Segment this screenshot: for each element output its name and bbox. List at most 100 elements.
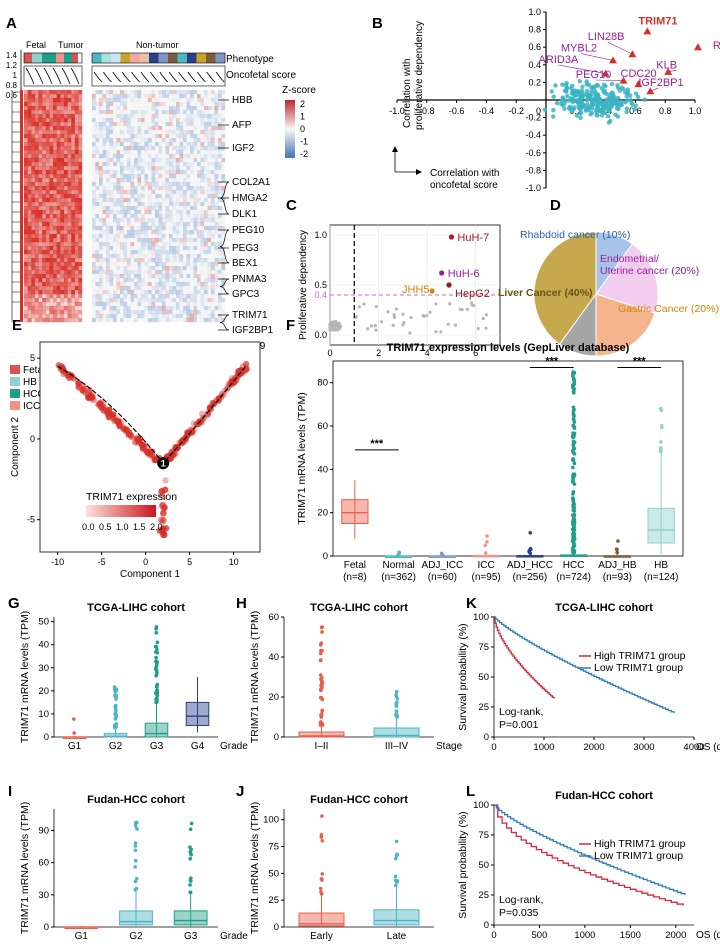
b-point: [624, 106, 630, 111]
l-legend-label: Low TRIM71 group: [594, 850, 683, 862]
heatmap-cell: [193, 246, 198, 251]
heatmap-cell: [165, 310, 170, 315]
c-point: [428, 310, 432, 314]
heatmap-cell: [45, 114, 50, 119]
heatmap-cell: [49, 182, 54, 187]
heatmap-cell: [24, 106, 28, 111]
heatmap-cell: [165, 122, 170, 127]
heatmap-cell: [113, 306, 117, 311]
i-outlier-point: [135, 827, 139, 831]
heatmap-cell: [95, 90, 100, 95]
heatmap-cell: [99, 174, 103, 179]
heatmap-cell: [179, 122, 184, 127]
heatmap-cell: [71, 114, 75, 119]
heatmap-cell: [200, 170, 205, 175]
heatmap-cell: [204, 274, 208, 279]
heatmap-cell: [165, 246, 170, 251]
heatmap-cell: [42, 198, 46, 203]
heatmap-cell: [74, 238, 79, 243]
heatmap-cell: [45, 94, 50, 99]
heatmap-cell: [148, 214, 152, 219]
heatmap-cell: [31, 290, 36, 295]
heatmap-cell: [137, 154, 142, 159]
heatmap-cell: [123, 294, 128, 299]
heatmap-cell: [130, 190, 135, 195]
heatmap-cell: [144, 250, 149, 255]
heatmap-cell: [158, 302, 163, 307]
heatmap-cell: [109, 194, 114, 199]
heatmap-cell: [204, 190, 208, 195]
scale-tick: 1: [13, 71, 18, 80]
heatmap-cell: [130, 310, 135, 315]
heatmap-cell: [130, 214, 135, 219]
heatmap-cell: [67, 174, 72, 179]
b-point: [606, 120, 612, 125]
heatmap-cell: [176, 234, 180, 239]
heatmap-cell: [60, 186, 65, 191]
heatmap-cell: [27, 90, 32, 95]
heatmap-cell: [169, 90, 173, 95]
heatmap-cell: [158, 138, 163, 143]
heatmap-cell: [169, 178, 173, 183]
heatmap-cell: [34, 234, 39, 239]
b-point: [554, 101, 560, 106]
heatmap-cell: [176, 242, 180, 247]
heatmap-cell: [56, 94, 61, 99]
heatmap-cell: [207, 210, 212, 215]
heatmap-cell: [176, 230, 180, 235]
g-outlier-point: [114, 708, 118, 713]
e-node-label: 1: [161, 459, 166, 469]
heatmap-cell: [214, 158, 219, 163]
heatmap-cell: [106, 290, 110, 295]
heatmap-cell: [172, 202, 177, 207]
e-cell-point: [193, 421, 200, 428]
heatmap-cell: [141, 198, 145, 203]
heatmap-cell: [38, 126, 43, 131]
heatmap-cell: [176, 298, 180, 303]
heatmap-cell: [56, 294, 61, 299]
heatmap-cell: [31, 278, 36, 283]
heatmap-cell: [74, 126, 79, 131]
h-outlier-point: [395, 715, 400, 719]
heatmap-cell: [172, 282, 177, 287]
g-outlier-point: [154, 630, 159, 635]
heatmap-cell: [141, 310, 145, 315]
heatmap-cell: [141, 118, 145, 123]
heatmap-cell: [134, 198, 138, 203]
heatmap-cell: [53, 202, 57, 207]
heatmap-cell: [120, 198, 124, 203]
heatmap-cell: [155, 318, 159, 323]
heatmap-cell: [130, 138, 135, 143]
heatmap-cell: [56, 318, 61, 323]
b-point: [590, 106, 595, 111]
heatmap-cell: [95, 178, 100, 183]
heatmap-cell: [197, 174, 201, 179]
heatmap-cell: [207, 310, 212, 315]
heatmap-cell: [169, 118, 173, 123]
heatmap-cell: [99, 178, 103, 183]
heatmap-cell: [214, 278, 219, 283]
heatmap-cell: [99, 270, 103, 275]
heatmap-cell: [155, 258, 159, 263]
heatmap-cell: [137, 274, 142, 279]
heatmap-cell: [78, 106, 83, 111]
heatmap-cell: [176, 306, 180, 311]
heatmap-cell: [214, 134, 219, 139]
heatmap-cell: [113, 186, 117, 191]
heatmap-cell: [214, 310, 219, 315]
heatmap-cell: [211, 210, 215, 215]
heatmap-cell: [49, 170, 54, 175]
heatmap-cell: [211, 286, 215, 291]
heatmap-cell: [113, 126, 117, 131]
heatmap-cell: [221, 294, 226, 299]
heatmap-cell: [127, 278, 131, 283]
heatmap-cell: [176, 122, 180, 127]
heatmap-cell: [207, 258, 212, 263]
heatmap-cell: [42, 290, 46, 295]
heatmap-cell: [31, 190, 36, 195]
heatmap-cell: [211, 238, 215, 243]
heatmap-cell: [158, 146, 163, 151]
heatmap-cell: [24, 222, 28, 227]
heatmap-cell: [109, 190, 114, 195]
heatmap-cell: [144, 266, 149, 271]
